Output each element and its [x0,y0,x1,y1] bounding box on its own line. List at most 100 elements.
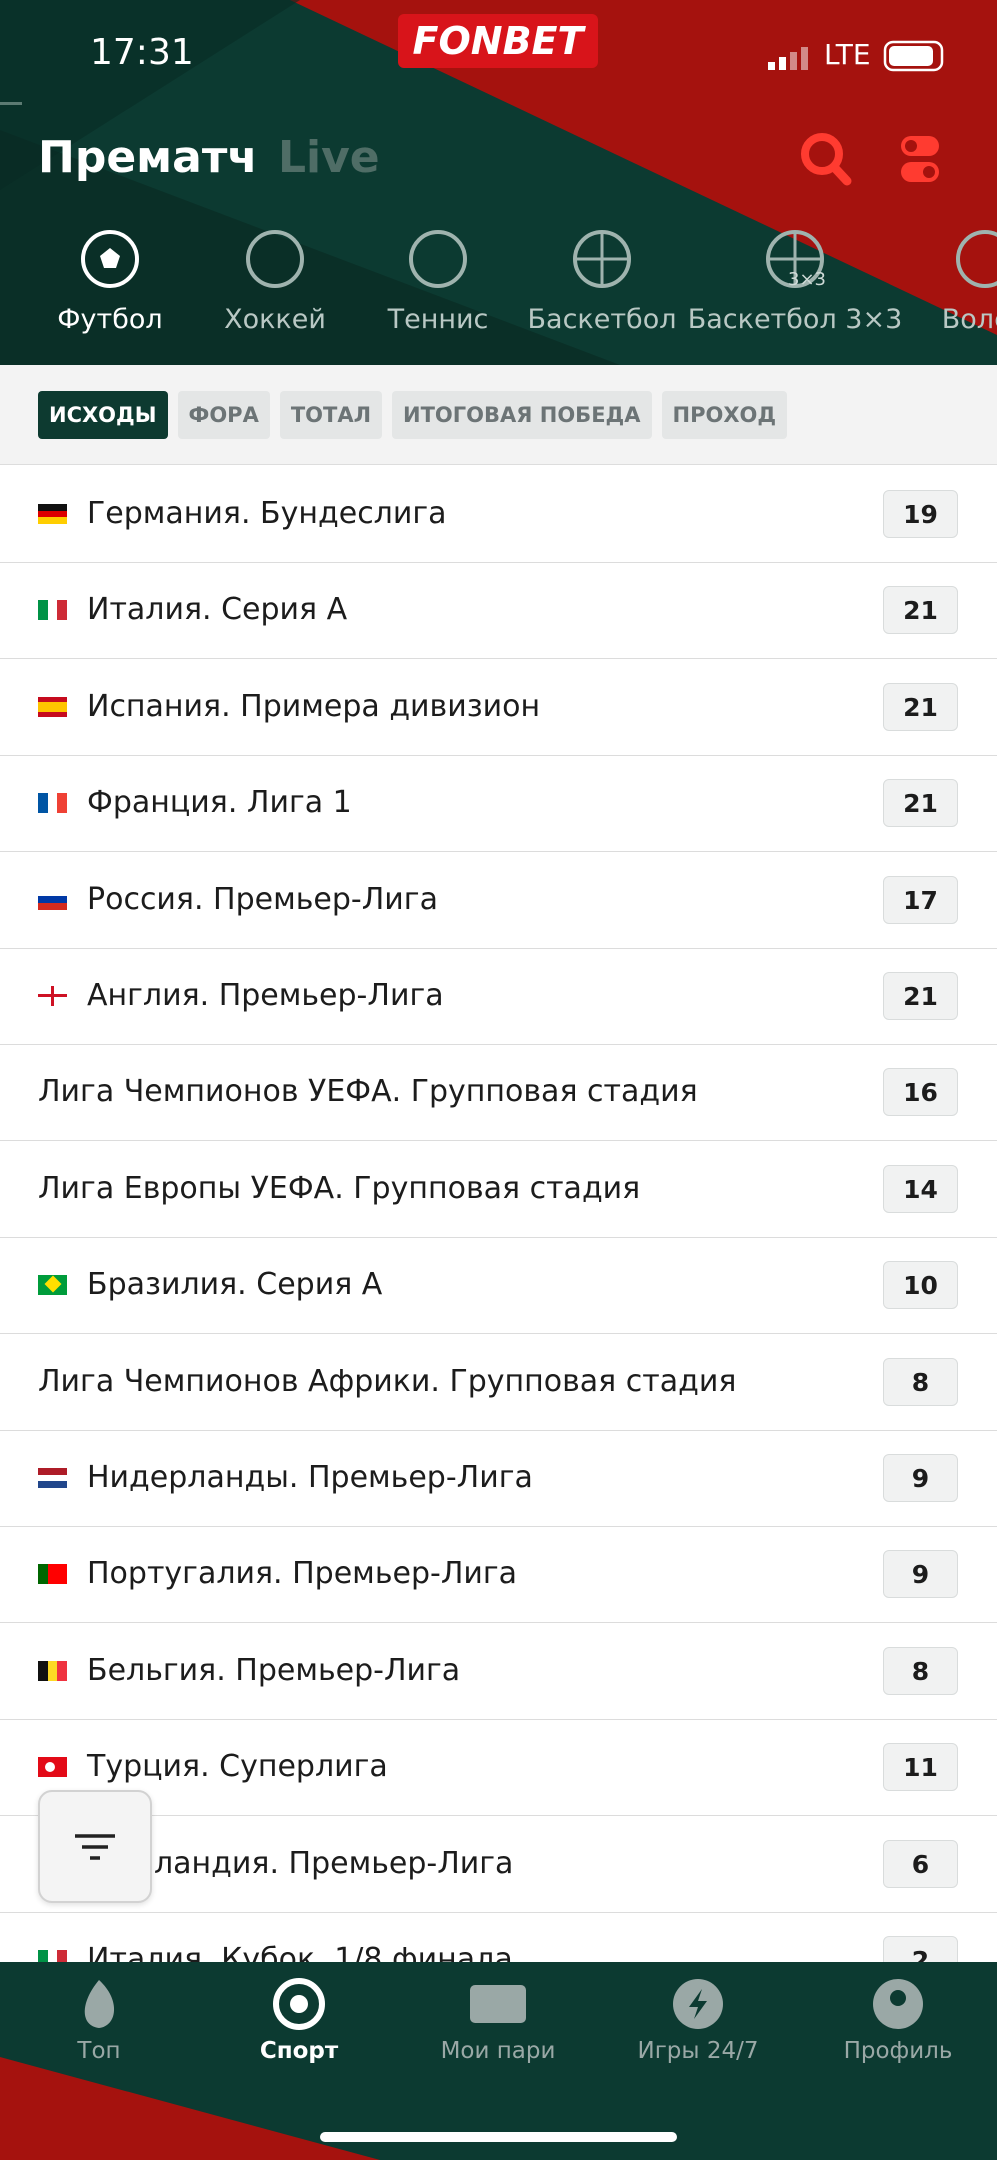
status-time: 17:31 [90,32,194,73]
league-count: 9 [883,1550,958,1599]
flag-stripe [47,1950,58,1962]
nav-label[interactable]: Топ [77,2038,121,2064]
league-row[interactable]: Португалия. Премьер-Лига 9 [0,1526,997,1624]
sport-label[interactable]: Баскетбол 3×3 [687,304,903,335]
league-name: ландия. Премьер-Лига [154,1845,514,1881]
sport-label[interactable]: Теннис [387,304,489,335]
league-name: Лига Чемпионов УЕФА. Групповая стадия [38,1074,698,1110]
sport-icon[interactable] [409,230,467,288]
league-name: Бельгия. Премьер-Лига [87,1652,461,1688]
flag [38,793,67,814]
league-count: 8 [883,1357,958,1406]
league-row[interactable]: Лига Чемпионов УЕФА. Групповая стадия 16 [0,1044,997,1142]
flag-stripe [38,889,67,897]
league-row[interactable]: ландия. Премьер-Лига 6 [0,1816,997,1913]
league-row[interactable]: Франция. Лига 1 21 [0,755,997,853]
league-count: 8 [883,1646,958,1695]
flag-stripe [38,1468,67,1475]
market-chips: ИСХОДЫ ФОРА ТОТАЛ ИТОГОВАЯ ПОБЕДА ПРОХОД [0,365,997,465]
league-row[interactable]: Россия. Премьер-Лига 17 [0,852,997,949]
flag-stripe [38,701,67,707]
sport-label[interactable]: Футбол [57,304,163,335]
search-icon-handle[interactable] [829,162,852,186]
nav-icon-bolt [689,1989,707,2019]
flag-stripe [38,517,67,524]
battery-level [889,46,933,66]
league-row[interactable]: Лига Европы УЕФА. Групповая стадия 14 [0,1141,997,1238]
sport-label[interactable]: Волей [941,304,997,335]
league-row[interactable]: Бельгия. Премьер-Лига 8 [0,1623,997,1720]
league-name: Турция. Суперлига [87,1749,388,1785]
market-chip[interactable]: ФОРА [177,390,270,439]
league-row[interactable]: Испания. Примера дивизион 21 [0,659,997,756]
nav-labels: Топ Спорт Мои пари Игры 24/7 Профиль [0,1962,997,2160]
league-name: Бразилия. Серия А [87,1267,383,1303]
sports-labels: Футбол Хоккей Теннис Баскетбол Баскетбол 3×3… [0,0,997,365]
nav-icon[interactable] [84,1980,115,2028]
league-name: Португалия. Премьер-Лига [87,1556,518,1592]
bottom-nav: Топ Спорт Мои пари Игры 24/7 Профиль [0,1962,997,2160]
league-count: 21 [883,682,958,731]
league-count: 16 [883,1068,958,1117]
league-row[interactable]: Турция. Суперлига 11 [0,1719,997,1817]
status-network: LTE [824,38,871,71]
flag [38,889,67,910]
battery-icon [883,40,944,72]
league-row[interactable]: Италия. Кубок. 1/8 финала 2 [0,1912,997,1962]
tab-live[interactable]: Live [278,132,380,183]
league-name: Италия. Кубок. 1/8 финала [87,1942,513,1962]
tab-prematch[interactable]: Прематч [38,132,258,183]
market-chip[interactable]: ПРОХОД [661,390,788,439]
flag-cross [38,994,67,997]
league-row[interactable]: Бразилия. Серия А 10 [0,1237,997,1335]
league-row[interactable]: Лига Чемпионов Африки. Групповая стадия 8 [0,1334,997,1431]
league-count: 17 [883,875,958,924]
league-count: 10 [883,1261,958,1310]
league-count: 2 [883,1936,958,1962]
logo: FONBET [412,19,584,63]
flag [38,1275,67,1296]
header-shade [0,130,620,365]
flag-stripe [57,1660,67,1681]
market-chip[interactable]: ТОТАЛ [279,390,383,439]
nav-icon[interactable] [470,1985,526,2023]
sport-icon-text: 3×3 [788,269,826,290]
flag-stripe [38,1950,48,1962]
league-row[interactable]: Англия. Премьер-Лига 21 [0,948,997,1045]
sport-icon[interactable] [246,230,304,288]
flag-stripe [38,510,67,518]
sport-label[interactable]: Хоккей [224,304,326,335]
nav-label[interactable]: Мои пари [440,2038,556,2064]
nav-label[interactable]: Спорт [259,2038,339,2064]
filter-button[interactable] [38,1790,152,1903]
league-count: 11 [883,1743,958,1792]
flag-stripe [38,696,67,702]
nav-label[interactable]: Игры 24/7 [637,2038,759,2064]
league-row[interactable]: Германия. Бундеслига 19 [0,466,997,563]
flag-stripe [47,1660,58,1681]
sport-icon[interactable] [81,230,139,288]
league-name: Англия. Премьер-Лига [87,978,444,1013]
flag-stripe [38,793,48,814]
flag [38,696,67,717]
market-chip[interactable]: ИСХОДЫ [38,390,168,439]
search-icon[interactable] [801,133,843,175]
nav-icon[interactable] [273,1978,325,2030]
filter-icon [75,1834,115,1860]
nav-label[interactable]: Профиль [843,2038,953,2064]
flag [38,986,67,1006]
league-name: Россия. Премьер-Лига [87,881,438,917]
flag-stripe [47,1564,58,1585]
flag-stripe [38,1474,67,1482]
league-row[interactable]: Нидерланды. Премьер-Лига 9 [0,1430,997,1527]
flag-stripe [47,793,58,814]
sport-label[interactable]: Баскетбол [527,304,677,335]
sport-icon[interactable] [956,230,997,288]
flag [38,600,67,621]
flag-stripe [38,711,67,717]
market-chip[interactable]: ИТОГОВАЯ ПОБЕДА [392,390,652,439]
league-row[interactable]: Италия. Серия А 21 [0,562,997,660]
nav-icon-head [890,1990,906,2006]
flag-stripe [57,1950,67,1962]
